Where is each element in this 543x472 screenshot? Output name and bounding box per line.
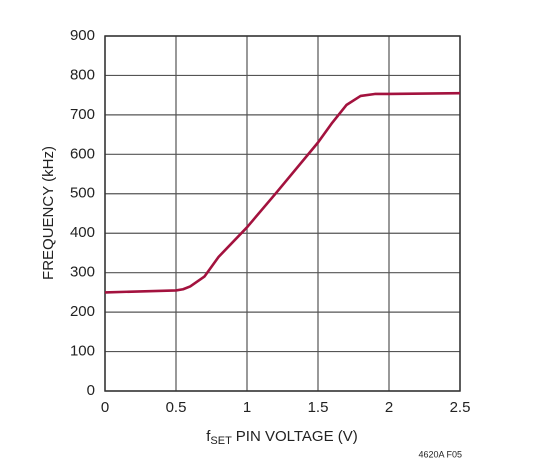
x-tick-label: 0.5 [166,399,187,416]
x-tick-label: 2 [385,399,393,416]
x-axis-label: fSET PIN VOLTAGE (V) [206,428,358,447]
x-axis-label-main: f [206,428,211,445]
y-tick-label: 400 [70,224,95,241]
y-tick-label: 0 [87,382,95,399]
data-line [104,91,461,294]
footnote: 4620A F05 [418,449,462,459]
y-axis-label: FREQUENCY (kHz) [40,146,57,280]
y-tick-label: 300 [70,264,95,281]
x-tick-label: 0 [101,399,109,416]
x-axis-label-rest: PIN VOLTAGE (V) [236,428,358,445]
y-tick-label: 600 [70,145,95,162]
x-tick-label: 1.5 [308,399,329,416]
plot-frame [104,35,461,392]
y-tick-label: 200 [70,303,95,320]
x-axis-label-sub: SET [210,435,232,447]
y-tick-label: 500 [70,185,95,202]
y-tick-label: 900 [70,27,95,44]
x-tick-label: 1 [243,399,251,416]
y-tick-label: 100 [70,343,95,360]
y-tick-label: 800 [70,66,95,83]
y-tick-label: 700 [70,106,95,123]
x-tick-label: 2.5 [450,399,471,416]
